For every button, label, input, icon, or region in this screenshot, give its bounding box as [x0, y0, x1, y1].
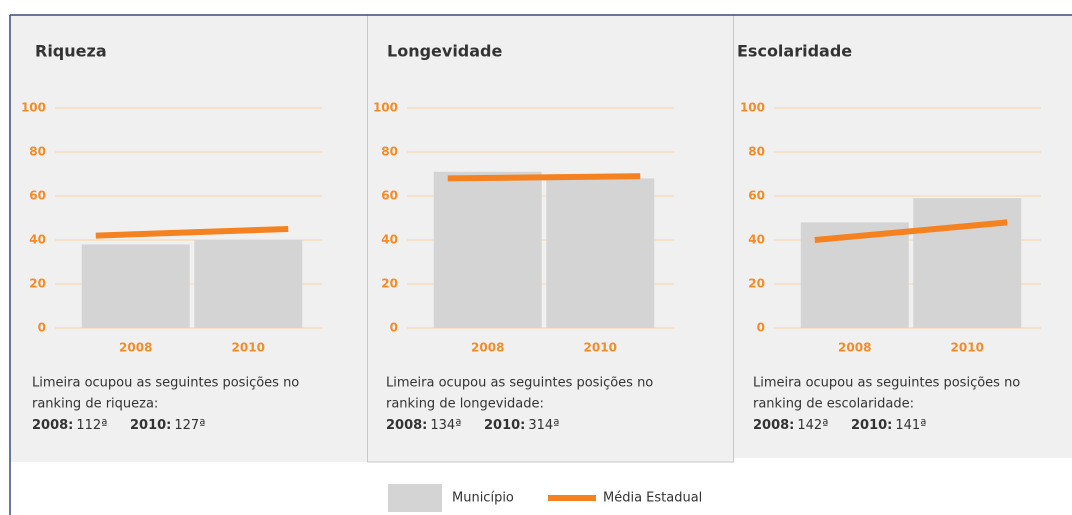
y-tick-label: 0 — [757, 321, 765, 335]
ranking-position: 142ª — [797, 418, 828, 433]
ranking-position: 127ª — [174, 418, 205, 433]
x-tick-label: 2010 — [584, 341, 617, 355]
ranking-year: 2008: — [753, 418, 794, 433]
bar — [546, 178, 655, 328]
ranking: 2010: 314ª — [484, 418, 559, 433]
y-tick-label: 100 — [21, 101, 46, 115]
x-tick-label: 2008 — [838, 341, 871, 355]
y-tick-label: 20 — [29, 277, 46, 291]
annotation: ranking de riqueza: — [32, 397, 158, 412]
line — [814, 219, 1008, 243]
ranking-year: 2008: — [32, 418, 73, 433]
ranking: 2008: 142ª — [753, 418, 828, 433]
ranking-position: 314ª — [528, 418, 559, 433]
annotation: ranking de longevidade: — [386, 397, 544, 412]
panel — [10, 15, 367, 462]
annotation: Limeira ocupou as seguintes posições no — [32, 376, 299, 391]
bar — [913, 198, 1022, 328]
y-tick-label: 60 — [748, 189, 765, 203]
annotation: Limeira ocupou as seguintes posições no — [753, 376, 1020, 391]
ranking-year: 2010: — [130, 418, 171, 433]
bar — [433, 171, 542, 328]
y-tick-label: 40 — [381, 233, 398, 247]
x-tick-label: 2010 — [951, 341, 984, 355]
line — [95, 226, 289, 239]
x-tick-label: 2008 — [471, 341, 504, 355]
y-tick-label: 20 — [748, 277, 765, 291]
chart-title: Escolaridade — [737, 42, 852, 61]
y-tick-label: 100 — [373, 101, 398, 115]
ranking: 2008: 112ª — [32, 418, 107, 433]
x-tick-label: 2010 — [232, 341, 265, 355]
ranking-position: 141ª — [895, 418, 926, 433]
legend-swatch — [388, 484, 442, 512]
y-tick-label: 60 — [29, 189, 46, 203]
y-tick-label: 40 — [29, 233, 46, 247]
y-tick-label: 40 — [748, 233, 765, 247]
annotation: Limeira ocupou as seguintes posições no — [386, 376, 653, 391]
ranking: 2010: 141ª — [851, 418, 926, 433]
y-tick-label: 80 — [381, 145, 398, 159]
ranking: 2010: 127ª — [130, 418, 205, 433]
legend-label: Média Estadual — [603, 491, 702, 506]
bar — [81, 244, 190, 328]
ranking-position: 134ª — [430, 418, 461, 433]
chart-title: Longevidade — [387, 42, 503, 61]
y-tick-label: 0 — [390, 321, 398, 335]
ranking-year: 2010: — [851, 418, 892, 433]
line — [447, 173, 641, 182]
y-tick-label: 100 — [740, 101, 765, 115]
legend-label: Município — [452, 491, 514, 506]
ranking-year: 2010: — [484, 418, 525, 433]
y-tick-label: 80 — [29, 145, 46, 159]
bar — [194, 240, 303, 328]
x-tick-label: 2008 — [119, 341, 152, 355]
y-tick-label: 80 — [748, 145, 765, 159]
ranking-position: 112ª — [76, 418, 107, 433]
ranking: 2008: 134ª — [386, 418, 461, 433]
annotation: ranking de escolaridade: — [753, 397, 914, 412]
y-tick-label: 0 — [38, 321, 46, 335]
y-tick-label: 60 — [381, 189, 398, 203]
chart-title: Riqueza — [35, 42, 107, 61]
y-tick-label: 20 — [381, 277, 398, 291]
ranking-year: 2008: — [386, 418, 427, 433]
